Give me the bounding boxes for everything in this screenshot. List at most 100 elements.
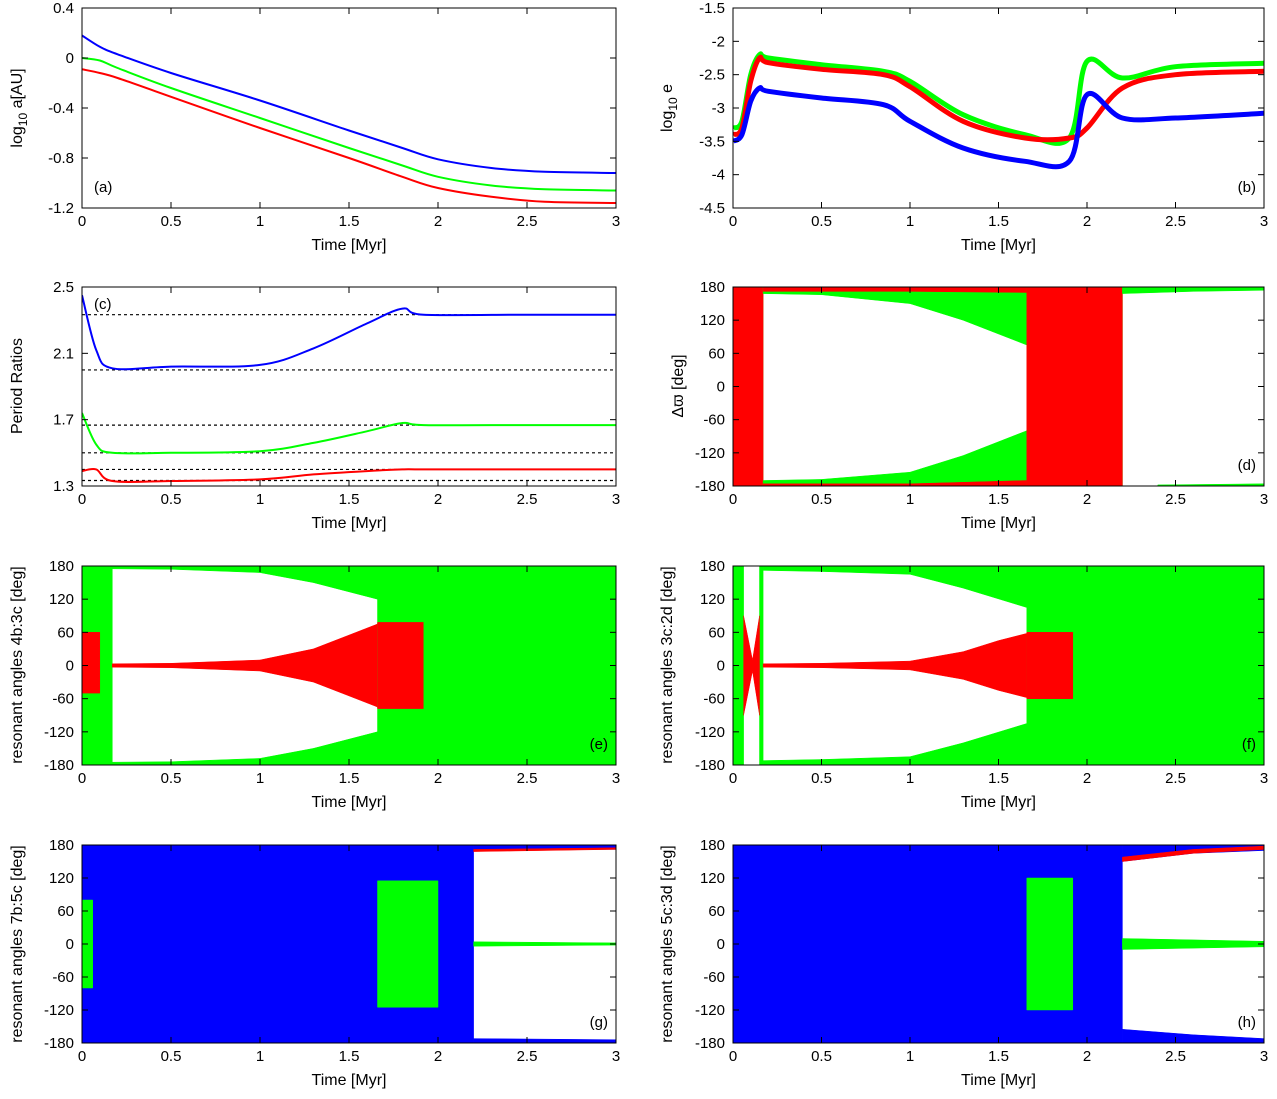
scatter-band-green <box>759 566 764 765</box>
x-tick-label: 2 <box>1083 213 1091 230</box>
y-tick-label: 180 <box>700 837 725 854</box>
y-axis-label: log10 a[AU] <box>9 68 30 147</box>
x-tick-label: 2.5 <box>517 491 538 508</box>
x-tick-label: 1 <box>256 213 264 230</box>
x-tick-label: 2.5 <box>1165 213 1186 230</box>
panel-e: 0 0.5 1 1.5 2 2.5 3 -180 -120 -60 0 60 120 180 Time [M… <box>9 558 620 811</box>
series-line-red <box>82 68 616 204</box>
x-tick-label: 2.5 <box>1165 770 1186 787</box>
y-tick-label: 60 <box>708 903 725 920</box>
x-tick-label: 2 <box>434 213 442 230</box>
panel-c: 0 0.5 1 1.5 2 2.5 3 1.3 1.7 2.1 2.5 Time [Myr] Perio… <box>9 279 620 532</box>
x-tick-label: 0 <box>78 213 86 230</box>
x-tick-label: 2.5 <box>1165 1048 1186 1065</box>
y-tick-label: 180 <box>49 837 74 854</box>
x-tick-label: 0 <box>78 491 86 508</box>
y-tick-label: 60 <box>708 345 725 362</box>
x-tick-label: 2 <box>1083 770 1091 787</box>
y-tick-label: 180 <box>700 558 725 575</box>
panel-label: (d) <box>1238 457 1256 474</box>
x-tick-label: 3 <box>612 213 620 230</box>
x-tick-label: 1 <box>906 213 914 230</box>
plot-frame <box>732 7 1265 209</box>
y-tick-label: -0.4 <box>48 100 74 117</box>
x-tick-label: 2.5 <box>517 770 538 787</box>
y-tick-label: 0 <box>66 50 74 67</box>
x-tick-label: 0.5 <box>161 213 182 230</box>
x-tick-label: 0 <box>78 1048 86 1065</box>
panel-label: (e) <box>590 736 608 753</box>
y-tick-label: 2.1 <box>53 345 74 362</box>
x-tick-label: 3 <box>612 770 620 787</box>
y-tick-label: -2.5 <box>699 67 725 84</box>
scatter-band-red <box>473 847 616 852</box>
y-tick-label: -60 <box>52 691 74 708</box>
x-tick-label: 1.5 <box>339 770 360 787</box>
scatter-band-green <box>762 430 1028 486</box>
y-tick-label: -120 <box>695 445 725 462</box>
y-axis-label: Period Ratios <box>9 338 26 434</box>
x-tick-label: 1 <box>256 1048 264 1065</box>
plot-area <box>733 51 1264 170</box>
y-tick-label: 120 <box>49 591 74 608</box>
x-tick-label: 1.5 <box>988 213 1009 230</box>
y-tick-label: 0 <box>717 936 725 953</box>
x-axis-label: Time [Myr] <box>312 237 387 254</box>
y-tick-label: -1.2 <box>48 200 74 217</box>
y-axis-label-subscript: 10 <box>666 97 680 111</box>
x-tick-label: 3 <box>1260 213 1268 230</box>
y-tick-label: -180 <box>695 1035 725 1052</box>
y-axis-label: resonant angles 7b:5c [deg] <box>9 845 26 1042</box>
scatter-band-blue <box>1122 1029 1264 1043</box>
x-tick-label: 0.5 <box>811 1048 832 1065</box>
x-tick-label: 1 <box>256 770 264 787</box>
plot-frame <box>81 286 617 487</box>
y-tick-label: 120 <box>700 312 725 329</box>
panel-label: (f) <box>1242 736 1256 753</box>
scatter-band-green <box>1026 877 1074 1011</box>
x-axis-label: Time [Myr] <box>961 1072 1036 1089</box>
plot-area <box>82 34 616 204</box>
x-tick-label: 2 <box>1083 1048 1091 1065</box>
x-tick-label: 0 <box>78 770 86 787</box>
y-tick-label: 2.5 <box>53 279 74 296</box>
y-tick-label: -120 <box>44 724 74 741</box>
y-tick-label: -60 <box>703 691 725 708</box>
y-tick-label: 120 <box>700 591 725 608</box>
y-tick-label: 0 <box>717 658 725 675</box>
y-axis-label: resonant angles 5c:3d [deg] <box>659 845 676 1042</box>
y-tick-label: -4.5 <box>699 200 725 217</box>
y-tick-label: -60 <box>52 969 74 986</box>
scatter-band-blue <box>82 845 474 1043</box>
x-tick-label: 3 <box>1260 770 1268 787</box>
y-axis-label-base: log <box>9 126 26 147</box>
x-tick-label: 0.5 <box>811 213 832 230</box>
x-tick-label: 0 <box>729 213 737 230</box>
x-tick-label: 1.5 <box>988 1048 1009 1065</box>
y-tick-label: -180 <box>44 1035 74 1052</box>
panel-label: (g) <box>590 1014 608 1031</box>
x-tick-label: 0 <box>729 1048 737 1065</box>
y-axis-label-base: log <box>659 111 676 132</box>
y-tick-label: 0 <box>66 936 74 953</box>
plot-area <box>82 566 616 765</box>
x-tick-label: 2 <box>434 770 442 787</box>
y-tick-label: -4 <box>712 167 725 184</box>
y-tick-label: -0.8 <box>48 150 74 167</box>
x-axis-label: Time [Myr] <box>312 794 387 811</box>
panel-g: 0 0.5 1 1.5 2 2.5 3 -180 -120 -60 0 60 120 180 Time [M… <box>9 837 620 1089</box>
x-tick-label: 0 <box>729 770 737 787</box>
series-line-blue <box>82 34 616 174</box>
y-tick-label: 0 <box>717 379 725 396</box>
y-tick-label: 1.7 <box>53 412 74 429</box>
x-tick-label: 1 <box>906 491 914 508</box>
x-tick-label: 2.5 <box>517 213 538 230</box>
y-tick-label: 60 <box>57 624 74 641</box>
y-tick-label: -180 <box>44 757 74 774</box>
y-tick-label: -60 <box>703 969 725 986</box>
scatter-band-green <box>473 941 616 947</box>
x-tick-label: 3 <box>1260 491 1268 508</box>
y-tick-label: 180 <box>700 279 725 296</box>
y-tick-label: -60 <box>703 412 725 429</box>
scatter-band-red <box>377 622 425 709</box>
